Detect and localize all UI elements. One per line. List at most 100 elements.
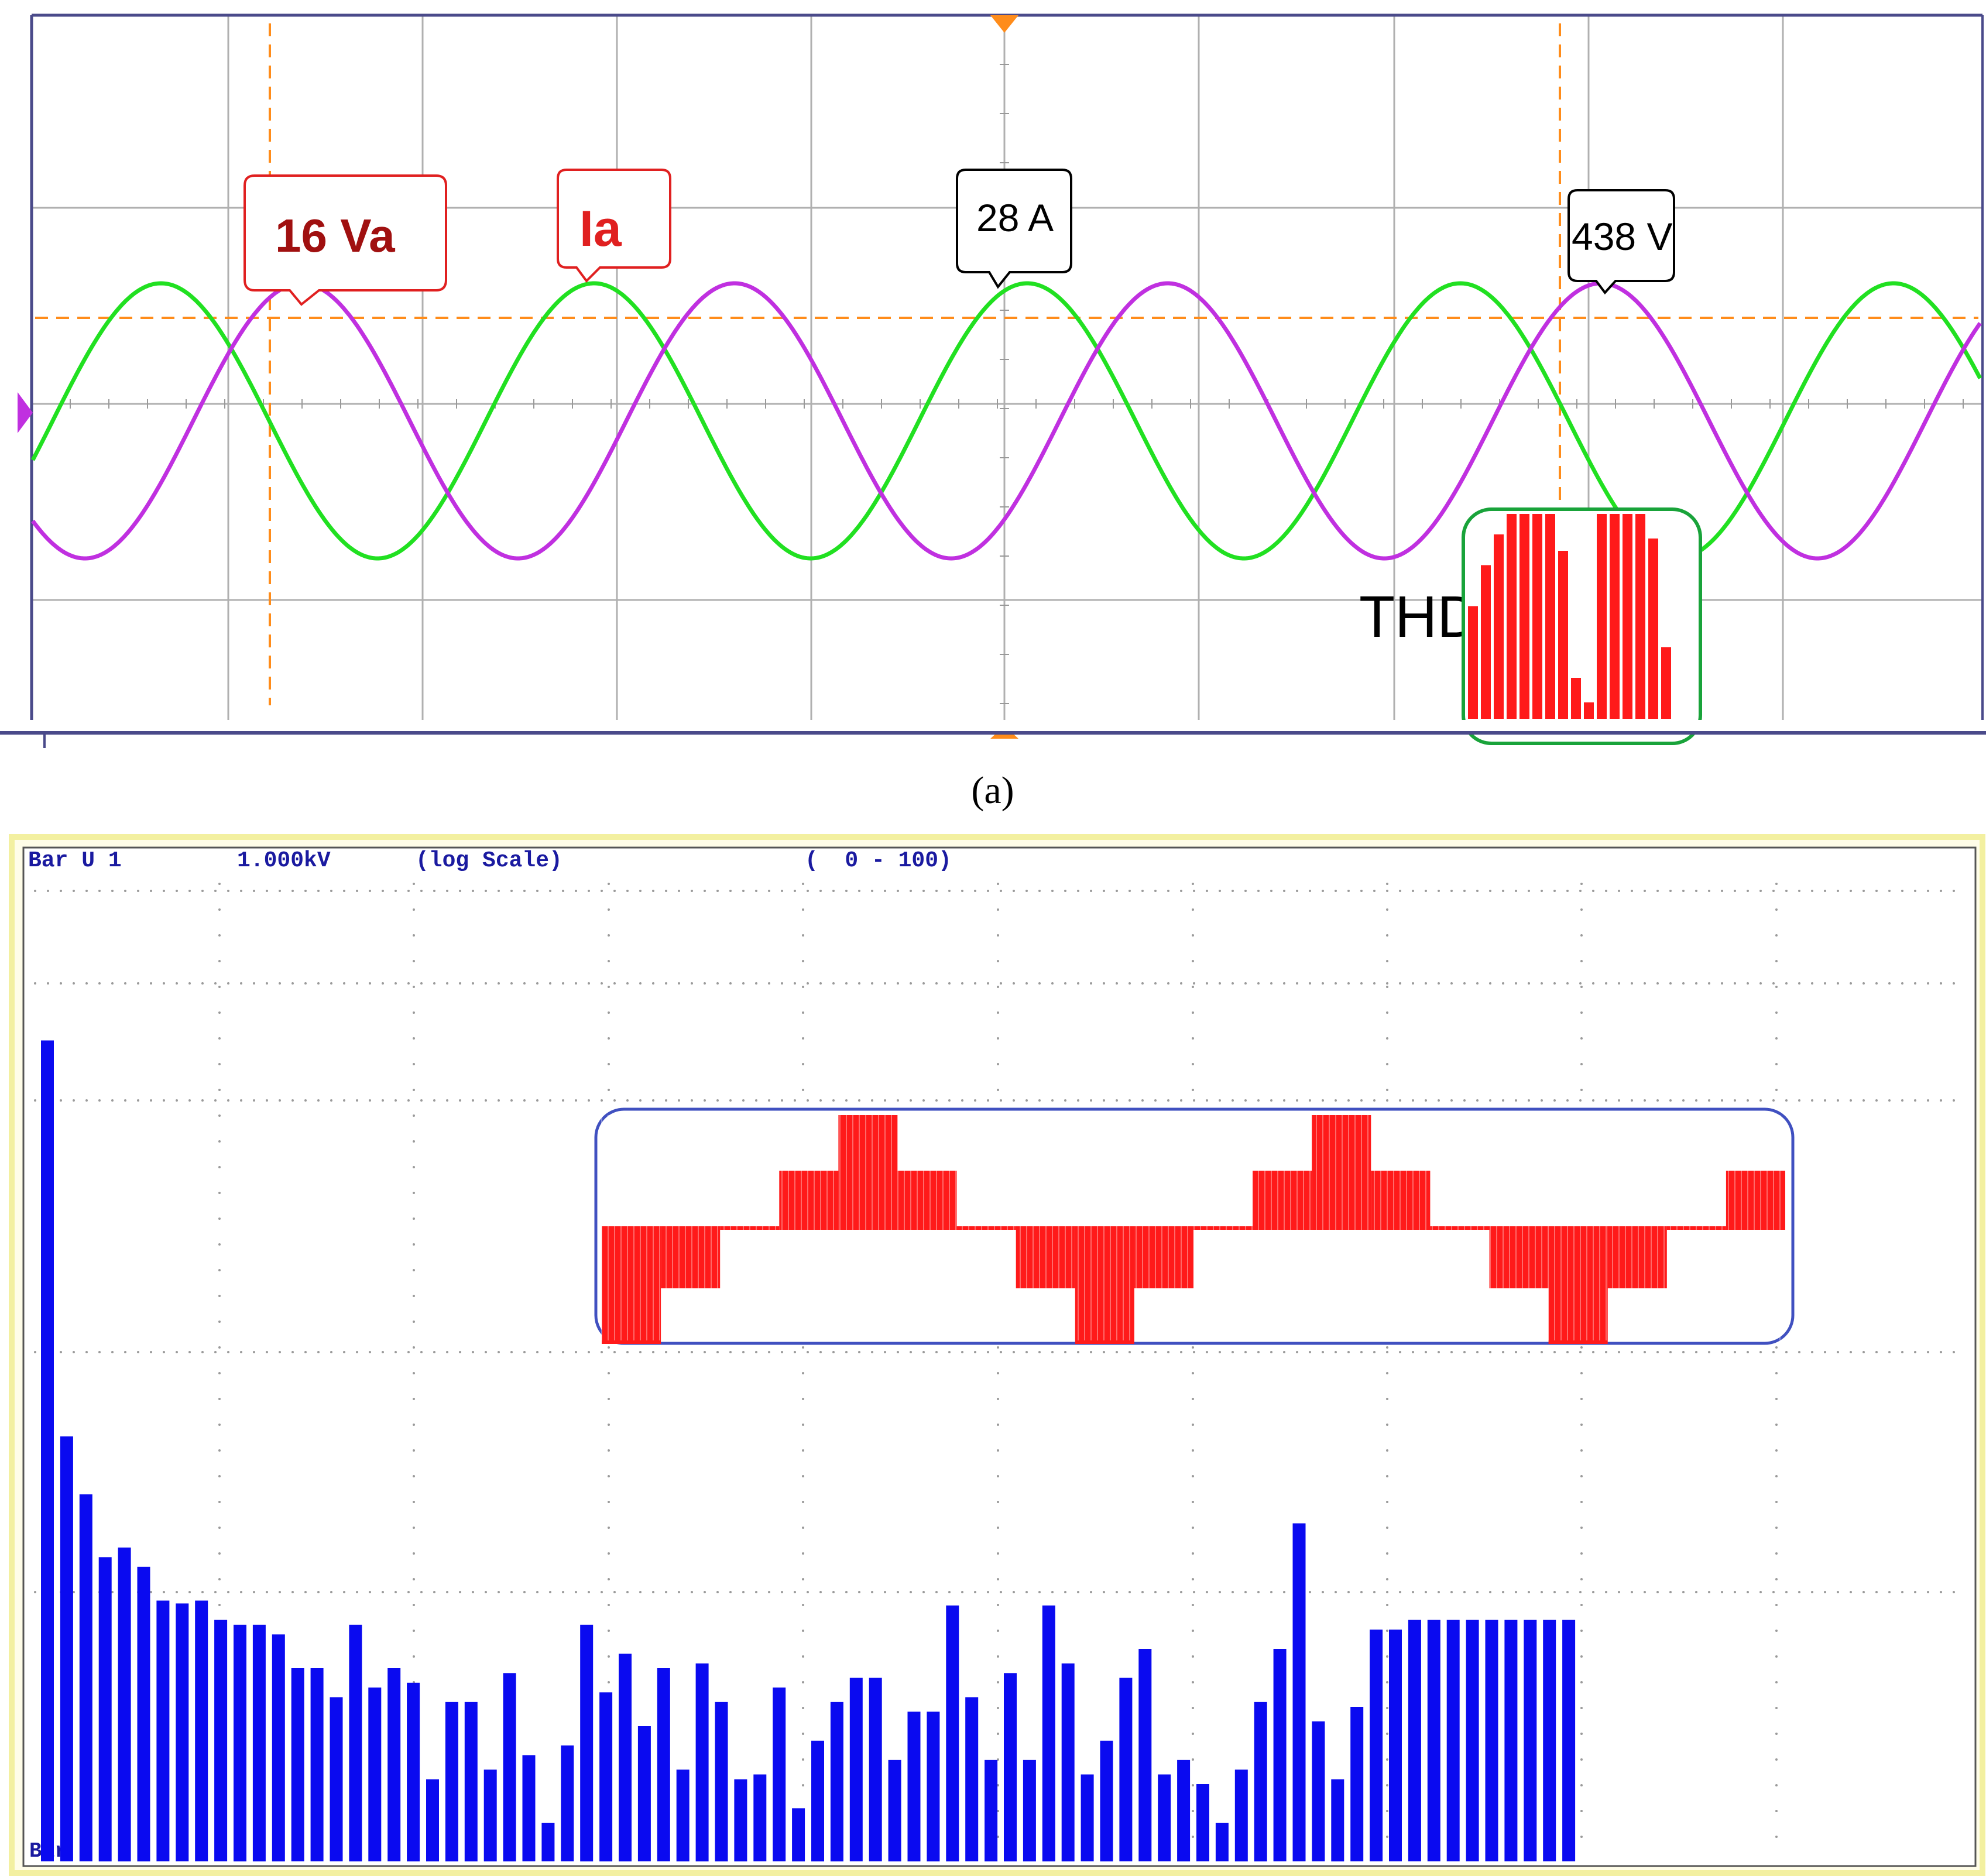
grid-dot [1824,1099,1826,1102]
grid-dot [1901,890,1903,892]
grid-dot [1775,1681,1778,1683]
grid-dot [407,1591,410,1593]
grid-dot [1798,890,1800,892]
step-block [602,1226,661,1344]
grid-dot [588,982,590,985]
grid-dot [1296,1099,1298,1102]
grid-dot [1192,1501,1194,1503]
thd-bar [1635,514,1645,719]
grid-dot [1000,890,1002,892]
grid-dot [1631,1099,1633,1102]
ground-marker [18,392,33,433]
grid-dot [704,1351,706,1353]
grid-dot [845,982,848,985]
grid-dot [413,883,415,885]
grid-dot [356,1591,358,1593]
grid-dot [369,1591,371,1593]
grid-dot [413,1475,415,1477]
grid-dot [413,1655,415,1658]
grid-dot [137,1351,139,1353]
thd-bar [1584,702,1594,719]
grid-dot [588,1099,590,1102]
grid-dot [201,982,204,985]
grid-dot [884,982,886,985]
grid-dot [227,982,229,985]
callout-438v-text: 438 V [1572,215,1672,258]
grid-dot [218,1114,221,1117]
grid-dot [1515,1099,1517,1102]
grid-dot [608,908,610,911]
grid-dot [433,1099,435,1102]
grid-dot [1192,883,1194,885]
grid-dot [1000,1351,1002,1353]
grid-dot [1192,1784,1194,1786]
grid-dot [413,908,415,911]
harmonic-bar [1177,1760,1191,1862]
grid-dot [1580,1810,1583,1812]
grid-dot [1734,1099,1736,1102]
grid-dot [1605,1099,1607,1102]
grid-dot [188,890,191,892]
grid-dot [626,1351,629,1353]
grid-dot [1785,890,1788,892]
grid-dot [1775,1578,1778,1580]
grid-dot [665,1351,667,1353]
grid-dot [1167,982,1169,985]
harmonic-bar [234,1624,246,1862]
grid-dot [1927,982,1929,985]
grid-dot [1064,1099,1066,1102]
grid-dot [214,1099,217,1102]
thd-bars [1468,514,1671,719]
grid-dot [1772,1591,1775,1593]
grid-dot [1064,982,1066,985]
grid-dot [317,982,320,985]
grid-dot [1360,890,1363,892]
grid-dot [997,1578,999,1580]
grid-dot [1656,890,1659,892]
thd-bar [1532,514,1542,719]
grid-dot [47,982,49,985]
grid-dot [266,1099,268,1102]
header-range: ( 0 - 100) [805,848,952,873]
grid-dot [997,1372,999,1374]
grid-dot [330,890,332,892]
grid-dot [1013,1351,1015,1353]
grid-dot [446,982,448,985]
grid-dot [1322,982,1324,985]
grid-dot [1772,1099,1775,1102]
grid-dot [1103,1099,1105,1102]
grid-dot [1708,1099,1710,1102]
grid-dot [1386,1089,1388,1091]
harmonic-bar [676,1769,690,1862]
harmonic-bar [195,1600,208,1861]
grid-dot [413,1372,415,1374]
grid-dot [1206,1591,1208,1593]
grid-dot [768,1351,770,1353]
grid-dot [523,1351,526,1353]
harmonic-bar [1023,1760,1036,1862]
grid-dot [1386,986,1388,988]
grid-dot [1438,890,1440,892]
grid-dot [997,1475,999,1477]
step-block [720,1226,780,1230]
grid-dot [1775,1475,1778,1477]
grid-dot [549,1591,551,1593]
grid-dot [802,960,804,962]
grid-dot [608,1449,610,1452]
grid-dot [768,1591,770,1593]
harmonic-bar [1042,1605,1055,1862]
grid-dot [1775,1836,1778,1838]
grid-dot [1580,1552,1583,1555]
grid-dot [279,1591,281,1593]
harmonic-bar [541,1823,555,1861]
grid-dot [1347,982,1350,985]
grid-dot [1090,890,1092,892]
harmonic-bar [1254,1702,1267,1862]
grid-dot [523,1591,526,1593]
grid-dot [639,982,642,985]
grid-dot [691,1351,693,1353]
grid-dot [819,1591,822,1593]
grid-dot [536,1099,538,1102]
harmonic-bar [330,1697,343,1861]
grid-dot [1192,1037,1194,1040]
